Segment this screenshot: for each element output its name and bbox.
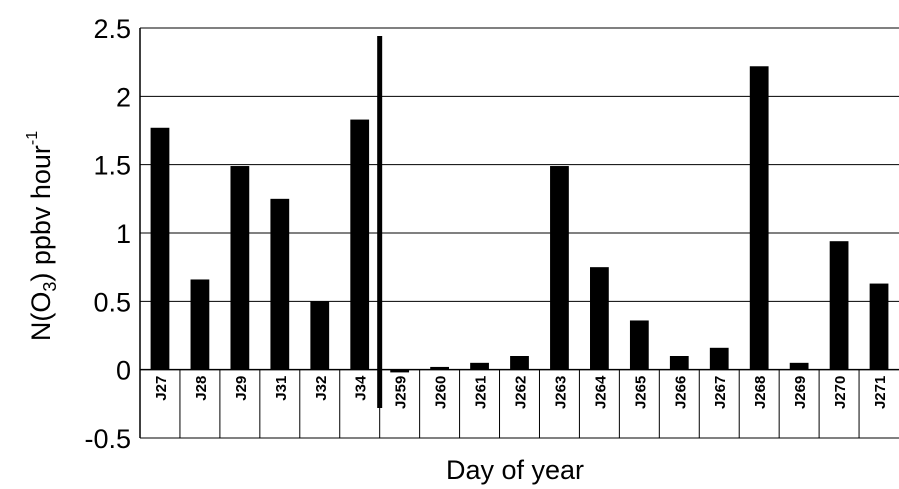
y-axis-title: N(O3) ppbv hour-1 [24, 131, 60, 341]
bar-J27 [150, 127, 170, 370]
x-tick-label: J264 [592, 375, 609, 409]
x-tick-label: J259 [393, 376, 410, 409]
x-tick-label: J29 [233, 376, 250, 401]
y-axis-title-middle: ) ppbv hour [26, 145, 56, 282]
bar-J268 [749, 66, 769, 370]
y-axis-title-subscript: 3 [40, 282, 60, 292]
bar-J264 [590, 267, 609, 370]
bar-J265 [629, 320, 649, 370]
bar-series [150, 66, 889, 373]
x-axis-title: Day of year [446, 455, 584, 485]
bar-J262 [510, 356, 529, 370]
x-tick-label: J261 [473, 376, 490, 409]
bar-J263 [550, 166, 569, 370]
y-tick-label: 1.5 [93, 151, 131, 181]
x-tick-label: J265 [632, 376, 649, 409]
y-tick-label: 2.5 [93, 14, 131, 44]
x-tick-labels: J27 J28 J29 J31 J32 J34 J259 J260 J261 J262 J263 J2… [153, 375, 889, 409]
x-tick-label: J271 [872, 376, 889, 409]
bar-J271 [869, 283, 889, 370]
y-tick-label: 0.5 [93, 287, 131, 317]
y-axis-title-prefix: N(O [26, 292, 56, 342]
x-tick-label: J34 [353, 375, 370, 401]
x-tick-label: J263 [552, 376, 569, 409]
bar-J29 [230, 166, 250, 370]
x-tick-label: J267 [712, 376, 729, 409]
x-tick-label: J270 [832, 376, 849, 409]
y-axis-title-superscript: -1 [24, 131, 41, 145]
gridlines [140, 27, 899, 439]
bar-J32 [310, 301, 330, 370]
x-tick-label: J260 [433, 376, 450, 409]
bar-J269 [789, 362, 809, 370]
x-tick-label: J269 [792, 376, 809, 409]
y-tick-label: 2 [116, 82, 131, 112]
x-tick-label: J31 [273, 376, 290, 401]
bar-J34 [350, 119, 370, 370]
bar-J266 [669, 356, 689, 370]
y-tick-label: 1 [116, 219, 131, 249]
bar-J259 [390, 369, 410, 373]
bar-J31 [270, 198, 290, 370]
x-tick-label: J32 [313, 376, 330, 401]
y-tick-labels: -0.5 0 0.5 1 1.5 2 2.5 [84, 14, 131, 454]
x-tick-label: J262 [513, 376, 530, 409]
bar-J260 [430, 366, 449, 370]
y-tick-label: -0.5 [84, 424, 131, 454]
x-tick-label: J268 [752, 376, 769, 409]
axes [139, 28, 899, 438]
bar-J28 [190, 279, 210, 370]
y-tick-label: 0 [116, 356, 131, 386]
bar-J270 [829, 241, 849, 370]
bar-J267 [709, 347, 729, 370]
bar-J261 [470, 362, 489, 370]
x-tick-label: J266 [672, 376, 689, 409]
x-tick-label: J27 [153, 376, 170, 401]
x-tick-label: J28 [193, 376, 210, 401]
